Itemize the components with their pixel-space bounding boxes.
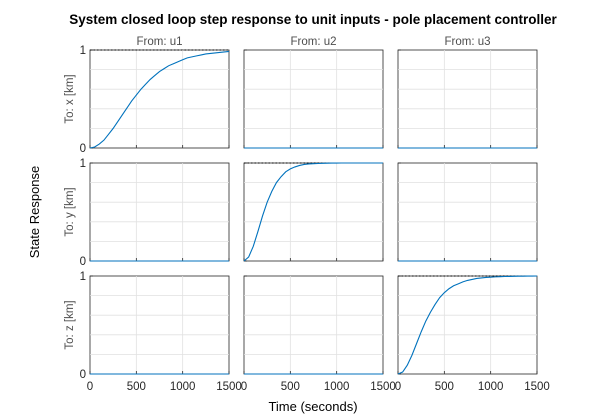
subplot-frame-r3c1: [89, 275, 230, 375]
y-tick-label-r1c1-1: 1: [80, 45, 86, 57]
subplot-r1c3: [397, 49, 538, 149]
row-label-2: To: y [km]: [64, 187, 76, 236]
column-header-3: From: u3: [444, 36, 490, 48]
y-tick-label-r2c1-0: 0: [80, 256, 86, 268]
y-tick-label-r1c1-0: 0: [80, 143, 86, 155]
x-tick-label-r3c3-0: 0: [395, 381, 401, 393]
subplot-r3c3: 0 500 1000 1500: [395, 275, 550, 393]
subplot-frame-r2c3: [397, 162, 538, 262]
x-tick-label-r3c2-1500: 1500: [370, 381, 396, 393]
response-line-r2c2: [243, 162, 383, 262]
row-label-1: To: x [km]: [64, 74, 76, 123]
subplot-frame-r3c2: [243, 275, 384, 375]
x-tick-label-r3c1-500: 500: [127, 381, 146, 393]
subplot-r1c1: 01: [80, 45, 230, 155]
x-tick-label-r3c2-500: 500: [281, 381, 300, 393]
subplot-frame-r1c3: [397, 49, 538, 149]
y-tick-label-r3c1-0: 0: [80, 369, 86, 381]
chart-title: System closed loop step response to unit…: [69, 12, 557, 27]
x-tick-label-r3c2-0: 0: [241, 381, 247, 393]
column-header-2: From: u2: [290, 36, 336, 48]
subplot-frame-r1c1: [89, 49, 230, 149]
y-tick-label-r2c1-1: 1: [80, 158, 86, 170]
column-header-1: From: u1: [136, 36, 182, 48]
subplot-r2c2: [243, 162, 384, 262]
response-line-r1c1: [89, 50, 230, 149]
x-tick-label-r3c1-1000: 1000: [170, 381, 196, 393]
subplot-r1c2: [243, 49, 384, 149]
x-tick-label-r3c3-500: 500: [435, 381, 454, 393]
subplot-grid: From: u1 From: u2 From: u3 To: x [km] To: y …: [64, 36, 550, 393]
subplot-r3c2: 0 500 1000 1500: [241, 275, 396, 393]
subplot-frame-r1c2: [243, 49, 384, 149]
y-axis-label: State Response: [27, 166, 42, 259]
subplot-frame-r3c3: [397, 275, 538, 375]
subplot-r2c1: 01: [80, 158, 230, 268]
x-tick-label-r3c2-1000: 1000: [324, 381, 350, 393]
x-tick-label-r3c1-0: 0: [87, 381, 93, 393]
row-label-3: To: z [km]: [64, 300, 76, 349]
response-line-r3c3: [397, 275, 538, 375]
x-tick-label-r3c3-1000: 1000: [478, 381, 504, 393]
x-axis-label: Time (seconds): [268, 399, 357, 414]
y-tick-label-r3c1-1: 1: [80, 271, 86, 283]
subplot-frame-r2c2: [243, 162, 384, 262]
subplot-frame-r2c1: [89, 162, 230, 262]
subplot-r3c1: 0 1 0 500 1000 1500: [80, 271, 242, 393]
subplot-r2c3: [397, 162, 538, 262]
x-tick-label-r3c3-1500: 1500: [524, 381, 550, 393]
x-tick-label-r3c1-1500: 1500: [216, 381, 242, 393]
